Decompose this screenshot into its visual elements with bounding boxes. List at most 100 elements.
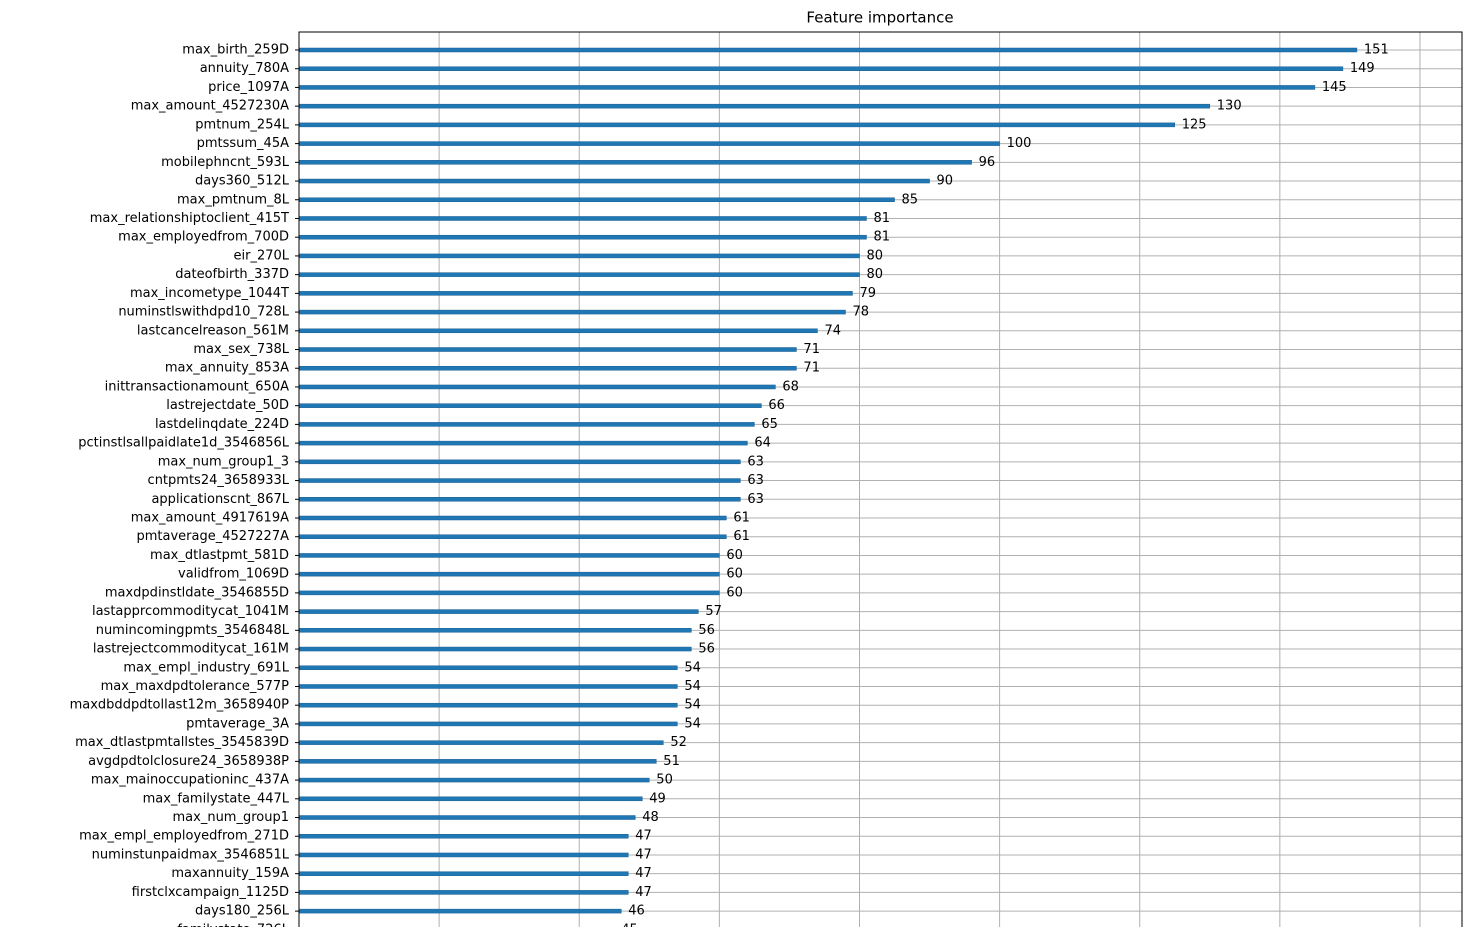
value-label: 48 — [642, 810, 659, 825]
y-tick-label: firstclxcampaign_1125D — [132, 885, 289, 900]
y-tick-label: max_empl_employedfrom_271D — [79, 829, 289, 844]
value-label: 51 — [663, 754, 680, 769]
value-label: 66 — [768, 398, 785, 413]
value-label: 47 — [635, 885, 652, 900]
value-label: 54 — [684, 716, 701, 731]
value-label: 46 — [628, 904, 645, 919]
y-tick-label: max_amount_4917619A — [131, 511, 289, 526]
value-label: 78 — [852, 305, 869, 320]
bar — [298, 590, 720, 596]
bar — [298, 609, 699, 614]
y-tick-label: lastrejectdate_50D — [166, 398, 289, 413]
bar — [298, 908, 622, 914]
value-label: 56 — [698, 642, 715, 657]
value-label: 81 — [873, 230, 890, 245]
value-label: 47 — [635, 847, 652, 862]
bar — [298, 459, 741, 465]
value-label: 65 — [761, 417, 778, 432]
y-tick-label: cntpmts24_3658933L — [148, 473, 290, 488]
bar — [298, 646, 692, 652]
value-label: 149 — [1350, 61, 1375, 76]
y-tick-label: max_dtlastpmtallstes_3545839D — [75, 735, 289, 750]
bar — [298, 253, 860, 259]
y-tick-label: max_annuity_853A — [165, 361, 289, 376]
plot-frame — [298, 31, 1463, 927]
y-tick-label: max_birth_259D — [182, 43, 289, 58]
value-label: 52 — [670, 735, 687, 750]
value-label: 60 — [726, 585, 743, 600]
value-label: 63 — [747, 492, 764, 507]
bar — [298, 197, 895, 203]
value-label: 57 — [705, 604, 722, 619]
value-label: 68 — [782, 379, 799, 394]
bar — [298, 515, 727, 521]
value-label: 60 — [726, 567, 743, 582]
bar — [298, 478, 741, 483]
value-label: 100 — [1007, 136, 1032, 151]
y-tick-label: mobilephncnt_593L — [161, 155, 290, 170]
y-tick-label: max_familystate_447L — [143, 791, 290, 806]
bar — [298, 141, 1000, 146]
bar — [298, 777, 650, 783]
bar — [298, 534, 727, 539]
y-tick-label: lastdelinqdate_224D — [155, 417, 289, 432]
y-tick-label: days180_256L — [195, 904, 290, 919]
bar — [298, 178, 930, 184]
bar — [298, 852, 629, 858]
bar — [298, 216, 867, 221]
y-tick-label: avgdpdtolclosure24_3658938P — [88, 754, 289, 769]
bar — [298, 365, 797, 371]
bar — [298, 122, 1176, 128]
y-tick-label: eir_270L — [233, 248, 289, 263]
y-tick-label: price_1097A — [208, 80, 289, 95]
value-label: 60 — [726, 548, 743, 563]
value-label: 54 — [684, 660, 701, 675]
bar — [298, 291, 853, 296]
value-label: 79 — [859, 286, 876, 301]
value-label: 61 — [733, 511, 750, 526]
bar — [298, 665, 678, 671]
bar — [298, 47, 1358, 53]
y-tick-label: pmtssum_45A — [197, 136, 290, 151]
bar — [298, 702, 678, 708]
y-tick-label: applicationscnt_867L — [151, 492, 289, 507]
y-tick-label: max_maxdpdtolerance_577P — [101, 679, 290, 694]
value-label: 47 — [635, 829, 652, 844]
y-tick-label: max_sex_738L — [193, 342, 289, 357]
y-tick-label: max_num_group1 — [173, 810, 290, 825]
y-tick-label: max_amount_4527230A — [131, 99, 289, 114]
value-label: 125 — [1182, 117, 1207, 132]
bar — [298, 422, 755, 427]
bar — [298, 684, 678, 689]
value-label: 90 — [937, 174, 954, 189]
value-label: 49 — [649, 791, 666, 806]
bar — [298, 347, 797, 352]
bar — [298, 440, 748, 446]
y-tick-label: days360_512L — [195, 174, 290, 189]
bar — [298, 103, 1211, 109]
chart-title: Feature importance — [806, 9, 953, 27]
y-tick-label: numincomingpmts_3546848L — [96, 623, 290, 638]
bar — [298, 403, 762, 408]
value-label: 64 — [754, 436, 771, 451]
bar — [298, 66, 1344, 71]
y-tick-label: familystate_726L — [177, 922, 289, 927]
value-label: 54 — [684, 679, 701, 694]
bar — [298, 160, 972, 165]
y-tick-label: numinstunpaidmax_3546851L — [92, 847, 290, 862]
value-label: 151 — [1364, 43, 1389, 58]
bar — [298, 815, 636, 820]
bar — [298, 234, 867, 240]
bar — [298, 85, 1316, 90]
bar — [298, 796, 643, 802]
value-label: 81 — [873, 211, 890, 226]
bar — [298, 759, 657, 764]
value-label: 45 — [621, 922, 638, 927]
y-tick-label: maxannuity_159A — [171, 866, 289, 881]
value-label: 74 — [824, 323, 841, 338]
y-tick-label: numinstlswithdpd10_728L — [118, 305, 289, 320]
bar — [298, 553, 720, 558]
y-tick-label: maxdbddpdtollast12m_3658940P — [70, 698, 290, 713]
value-label: 61 — [733, 529, 750, 544]
